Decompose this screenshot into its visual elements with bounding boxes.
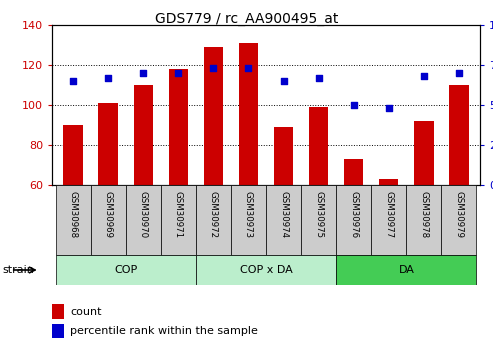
Text: GSM30978: GSM30978 — [420, 190, 428, 238]
Bar — [169, 69, 188, 185]
Bar — [414, 121, 433, 185]
Bar — [56, 185, 91, 255]
Bar — [379, 179, 398, 185]
Bar — [449, 85, 469, 185]
Text: GSM30973: GSM30973 — [244, 190, 253, 238]
Bar — [196, 185, 231, 255]
Bar — [134, 85, 153, 185]
Bar — [52, 304, 64, 319]
Text: GSM30970: GSM30970 — [139, 190, 148, 238]
Text: GSM30969: GSM30969 — [104, 190, 112, 238]
Bar — [301, 185, 336, 255]
Text: count: count — [70, 307, 102, 317]
Text: GSM30974: GSM30974 — [279, 190, 288, 238]
Bar — [231, 185, 266, 255]
Bar — [126, 185, 161, 255]
Bar — [56, 255, 196, 285]
Text: percentile rank within the sample: percentile rank within the sample — [70, 326, 258, 336]
Bar — [274, 127, 293, 185]
Bar — [336, 185, 371, 255]
Bar — [266, 185, 301, 255]
Point — [420, 73, 428, 79]
Bar — [204, 47, 223, 185]
Point — [315, 75, 322, 81]
Bar — [344, 159, 363, 185]
Bar — [196, 255, 336, 285]
Point — [139, 70, 147, 76]
Bar — [371, 185, 406, 255]
Text: GSM30977: GSM30977 — [384, 190, 393, 238]
Point — [385, 106, 393, 111]
Text: DA: DA — [398, 265, 414, 275]
Bar — [441, 185, 477, 255]
Text: GSM30972: GSM30972 — [209, 190, 218, 238]
Text: COP x DA: COP x DA — [240, 265, 292, 275]
Point — [280, 78, 287, 84]
Bar — [161, 185, 196, 255]
Point — [69, 78, 77, 84]
Text: strain: strain — [2, 265, 35, 275]
Bar — [52, 324, 64, 338]
Point — [455, 70, 463, 76]
Bar — [406, 185, 441, 255]
Point — [175, 70, 182, 76]
Bar — [309, 107, 328, 185]
Point — [104, 75, 112, 81]
Text: GSM30975: GSM30975 — [314, 190, 323, 238]
Text: GSM30971: GSM30971 — [174, 190, 183, 238]
Point — [245, 66, 252, 71]
Bar — [239, 43, 258, 185]
Point — [350, 102, 357, 108]
Text: GDS779 / rc_AA900495_at: GDS779 / rc_AA900495_at — [155, 12, 338, 26]
Text: GSM30979: GSM30979 — [455, 190, 463, 238]
Text: GSM30968: GSM30968 — [69, 190, 77, 238]
Point — [210, 66, 217, 71]
Bar — [64, 125, 83, 185]
Text: COP: COP — [114, 265, 137, 275]
Bar — [99, 103, 118, 185]
Text: GSM30976: GSM30976 — [349, 190, 358, 238]
Bar — [91, 185, 126, 255]
Bar — [336, 255, 477, 285]
